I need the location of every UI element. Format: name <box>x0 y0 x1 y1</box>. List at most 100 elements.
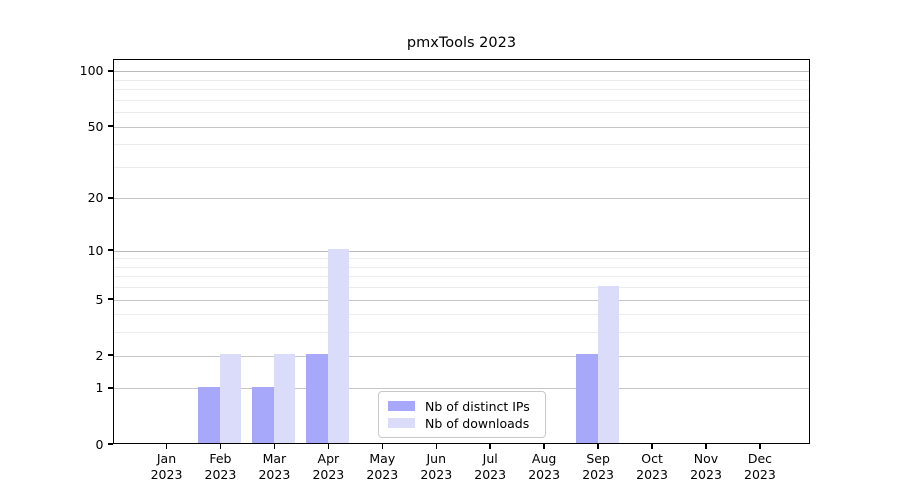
x-tick <box>219 444 222 449</box>
major-gridline <box>114 355 809 357</box>
x-tick-month: May <box>369 451 396 466</box>
x-tick <box>543 444 545 449</box>
minor-gridline <box>114 89 809 91</box>
x-tick <box>165 444 168 449</box>
x-tick-month: Jun <box>426 451 447 466</box>
bar-downloads-mar <box>273 354 296 443</box>
y-tick <box>107 298 113 300</box>
y-tick <box>107 354 113 356</box>
bar-distinct-ips-apr <box>306 354 328 443</box>
major-gridline <box>114 198 809 200</box>
x-tick <box>597 444 599 449</box>
bar-distinct-ips-feb <box>198 387 220 443</box>
x-tick-label: Nov 2023 <box>674 451 738 483</box>
x-tick <box>759 444 761 449</box>
minor-gridline <box>114 276 809 278</box>
x-tick-month: Sep <box>586 451 610 466</box>
x-tick-label: Jan 2023 <box>135 451 199 483</box>
bar-downloads-sep <box>597 285 620 443</box>
y-tick-label: 10 <box>87 242 104 258</box>
x-tick <box>651 444 653 449</box>
legend-item-distinct-ips: Nb of distinct IPs <box>388 398 536 414</box>
x-tick-month: Oct <box>641 451 663 466</box>
x-tick-label: May 2023 <box>350 451 414 483</box>
x-tick-year: 2023 <box>690 467 722 482</box>
y-tick <box>107 125 113 127</box>
x-tick-year: 2023 <box>312 467 345 482</box>
bar-distinct-ips-mar <box>252 387 274 443</box>
legend-label-distinct-ips: Nb of distinct IPs <box>425 398 530 414</box>
minor-gridline <box>114 287 809 289</box>
x-tick-month: Jan <box>156 451 177 466</box>
bar-distinct-ips-sep <box>576 354 598 443</box>
x-tick-year: 2023 <box>528 467 561 482</box>
y-tick <box>107 249 113 251</box>
major-gridline <box>114 388 809 390</box>
major-gridline <box>114 126 809 128</box>
x-tick-year: 2023 <box>420 467 453 482</box>
x-tick-label: Jul 2023 <box>458 451 522 483</box>
major-gridline <box>114 71 809 73</box>
x-tick-month: Jul <box>482 451 498 466</box>
chart-title: pmxTools 2023 <box>406 35 517 51</box>
y-tick <box>107 443 113 445</box>
minor-gridline <box>114 144 809 146</box>
minor-gridline <box>114 79 809 81</box>
major-gridline <box>114 250 809 252</box>
x-tick-label: Sep 2023 <box>566 451 630 483</box>
y-tick-label: 5 <box>95 291 104 307</box>
x-tick-month: Feb <box>209 451 232 466</box>
minor-gridline <box>114 332 809 334</box>
legend-item-downloads: Nb of downloads <box>388 415 536 431</box>
x-tick-label: Aug 2023 <box>512 451 576 483</box>
x-tick-month: Nov <box>693 451 719 466</box>
x-tick-year: 2023 <box>582 467 614 482</box>
x-tick-label: Jun 2023 <box>404 451 468 483</box>
x-tick-month: Mar <box>262 451 287 466</box>
x-tick-month: Dec <box>747 451 773 466</box>
y-tick-label: 50 <box>87 118 104 134</box>
x-tick-month: Aug <box>531 451 557 466</box>
x-tick-year: 2023 <box>366 467 399 482</box>
x-tick-month: Apr <box>317 451 340 466</box>
y-tick-label: 1 <box>95 380 104 396</box>
legend-swatch-downloads <box>388 418 415 428</box>
legend: Nb of distinct IPs Nb of downloads <box>378 391 546 438</box>
bar-downloads-apr <box>327 249 350 443</box>
x-tick-label: Mar 2023 <box>242 451 306 483</box>
minor-gridline <box>114 258 809 260</box>
x-tick <box>327 444 330 449</box>
minor-gridline <box>114 112 809 114</box>
x-tick-year: 2023 <box>204 467 237 482</box>
y-tick <box>107 387 113 389</box>
x-tick <box>381 444 384 449</box>
x-tick <box>705 444 707 449</box>
x-tick-year: 2023 <box>636 467 668 482</box>
x-tick <box>489 444 491 449</box>
x-tick-label: Apr 2023 <box>296 451 360 483</box>
minor-gridline <box>114 166 809 168</box>
y-tick-label: 0 <box>95 436 104 452</box>
bar-downloads-feb <box>219 354 242 443</box>
plot-area <box>113 59 810 444</box>
y-tick <box>107 70 113 72</box>
x-tick <box>435 444 437 449</box>
x-tick-label: Oct 2023 <box>620 451 684 483</box>
y-tick-label: 20 <box>87 190 104 206</box>
x-tick-year: 2023 <box>258 467 291 482</box>
x-tick <box>273 444 276 449</box>
y-tick-label: 100 <box>79 63 104 79</box>
minor-gridline <box>114 266 809 268</box>
x-tick-year: 2023 <box>150 467 183 482</box>
y-tick <box>107 197 113 199</box>
minor-gridline <box>114 99 809 101</box>
x-tick-label: Feb 2023 <box>188 451 252 483</box>
x-tick-year: 2023 <box>474 467 507 482</box>
x-tick-year: 2023 <box>744 467 776 482</box>
x-tick-label: Dec 2023 <box>728 451 792 483</box>
minor-gridline <box>114 314 809 316</box>
legend-label-downloads: Nb of downloads <box>425 415 530 431</box>
major-gridline <box>114 299 809 301</box>
y-tick-label: 2 <box>95 347 104 363</box>
